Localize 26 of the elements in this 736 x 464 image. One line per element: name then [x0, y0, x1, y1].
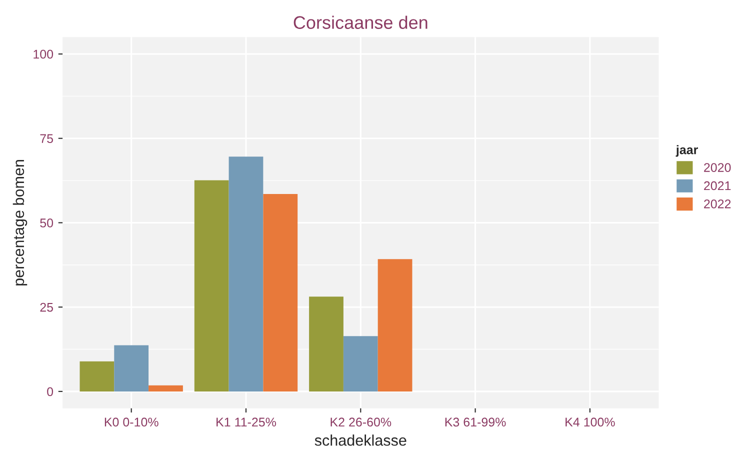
- bar: [228, 156, 264, 392]
- y-tick-label: 75: [40, 134, 54, 144]
- bar: [309, 296, 344, 392]
- y-tick-label: 100: [34, 50, 54, 59]
- bar: [194, 180, 229, 392]
- bar: [114, 345, 149, 392]
- legend-label: 2021: [704, 181, 731, 190]
- bar: [343, 336, 378, 392]
- y-tick-label: 25: [40, 302, 54, 312]
- bar: [148, 385, 183, 392]
- legend-title: jaar: [676, 145, 698, 157]
- y-tick-label: 0: [47, 387, 54, 396]
- bar: [263, 194, 298, 392]
- chart-title: Corsicaanse den: [294, 16, 428, 29]
- y-axis-title: percentage bomen: [12, 160, 28, 286]
- x-tick-label: K3 61-99%: [445, 418, 506, 427]
- x-axis-title: schadeklasse: [314, 434, 406, 446]
- legend-label: 2020: [704, 163, 731, 172]
- x-tick-label: K4 100%: [566, 418, 615, 427]
- x-tick-label: K1 11-25%: [216, 418, 276, 427]
- y-tick-label: 50: [40, 218, 54, 228]
- bar: [378, 259, 412, 392]
- x-tick-label: K0 0-10%: [104, 418, 158, 427]
- x-tick-label: K2 26-60%: [330, 418, 392, 427]
- legend-label: 2022: [704, 199, 731, 208]
- bar: [80, 361, 114, 392]
